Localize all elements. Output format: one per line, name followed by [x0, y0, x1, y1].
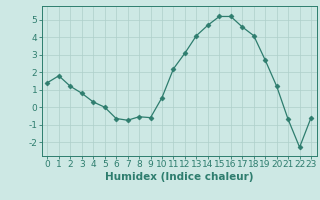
X-axis label: Humidex (Indice chaleur): Humidex (Indice chaleur)	[105, 172, 253, 182]
